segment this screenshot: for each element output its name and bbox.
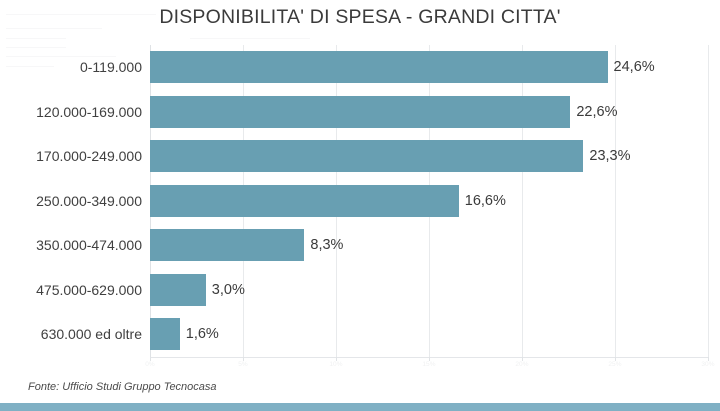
category-label: 120.000-169.000 xyxy=(36,103,142,120)
bar-row: 350.000-474.000 8,3% xyxy=(36,223,708,268)
bar[interactable] xyxy=(150,229,305,262)
x-tick-label: 30% xyxy=(701,361,715,368)
gridline-20 xyxy=(522,45,523,357)
x-tick-label: 10% xyxy=(329,361,343,368)
scan-artifact xyxy=(190,38,310,39)
bar[interactable] xyxy=(150,95,571,128)
bar-row: 120.000-169.000 22,6% xyxy=(36,90,708,135)
scan-artifact xyxy=(6,56,116,57)
bar[interactable] xyxy=(150,51,608,83)
bar-value-label: 3,0% xyxy=(211,281,245,298)
bar[interactable] xyxy=(150,184,459,217)
x-tick-label: 25% xyxy=(608,361,622,368)
bar-value-label: 24,6% xyxy=(613,59,655,75)
scan-artifact xyxy=(6,38,66,39)
x-tick-label: 20% xyxy=(515,361,529,368)
bar-row: 630.000 ed oltre 1,6% xyxy=(41,312,708,357)
tick-mark xyxy=(615,357,616,361)
bar[interactable] xyxy=(150,140,584,173)
x-tick-label: 0% xyxy=(145,361,155,368)
bar-row: 250.000-349.000 16,6% xyxy=(36,179,708,224)
source-note: Fonte: Ufficio Studi Gruppo Tecnocasa xyxy=(28,381,217,393)
tick-mark xyxy=(243,357,244,361)
bar-value-label: 8,3% xyxy=(310,237,344,254)
bar-row: 0-119.000 24,6% xyxy=(80,45,708,90)
tick-mark xyxy=(522,357,523,361)
plot-area: 0-119.000 24,6% 120.000-169.000 22,6% 170.00… xyxy=(36,45,709,357)
category-label: 630.000 ed oltre xyxy=(40,326,142,343)
x-tick-label: 15% xyxy=(422,361,436,368)
category-label: 170.000-249.000 xyxy=(36,148,142,165)
bar-value-label: 22,6% xyxy=(576,103,618,120)
category-label: 0-119.000 xyxy=(79,59,142,75)
bar-value-label: 16,6% xyxy=(464,192,506,209)
scan-artifact xyxy=(6,66,54,67)
gridline-30 xyxy=(708,45,709,357)
chart-title: DISPONIBILITA' DI SPESA - GRANDI CITTA' xyxy=(159,6,561,28)
scan-artifact xyxy=(6,14,156,15)
tick-mark xyxy=(336,357,337,361)
x-tick-label: 5% xyxy=(238,361,248,368)
bottom-accent-band xyxy=(0,403,720,411)
tick-mark xyxy=(429,357,430,361)
category-label: 350.000-474.000 xyxy=(36,237,142,254)
tick-mark xyxy=(708,357,709,361)
bar-row: 475.000-629.000 3,0% xyxy=(36,268,708,313)
category-label: 475.000-629.000 xyxy=(36,281,142,298)
bar-row: 170.000-249.000 23,3% xyxy=(36,134,708,179)
tick-mark xyxy=(150,357,151,361)
category-label: 250.000-349.000 xyxy=(36,192,142,209)
bar[interactable] xyxy=(150,273,206,306)
gridline-25 xyxy=(615,45,616,357)
scan-artifact xyxy=(6,47,66,48)
bar-value-label: 1,6% xyxy=(185,326,219,343)
bar[interactable] xyxy=(150,318,180,351)
scan-artifact xyxy=(6,28,102,29)
bar-value-label: 23,3% xyxy=(589,148,631,165)
